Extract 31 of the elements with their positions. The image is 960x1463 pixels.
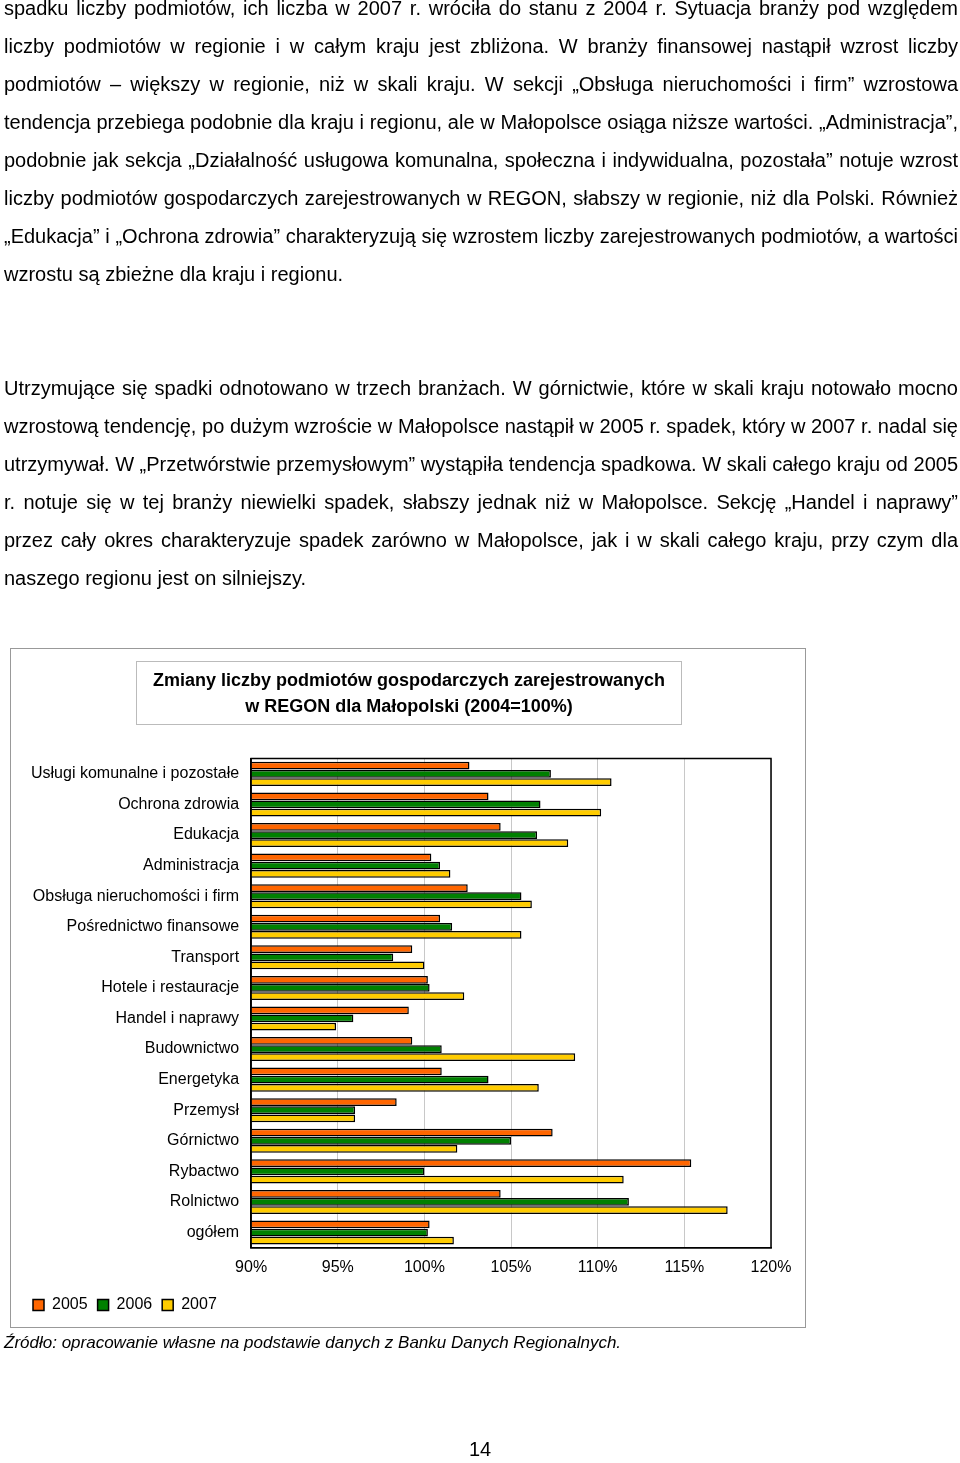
text: 14: [467, 1438, 493, 1461]
text: Źródło: opracowanie własne na podstawie danych z Banku Danych Regionalnych.: [4, 1333, 622, 1353]
x-tick-label: 90%: [235, 1257, 268, 1275]
legend-label: 2007: [181, 1295, 217, 1313]
y-tick-label: Usługi komunalne i pozostałe: [30, 764, 240, 782]
y-tick-label: Górnictwo: [167, 1131, 240, 1149]
x-tick-label: 105%: [490, 1257, 532, 1275]
legend-label: 2006: [116, 1295, 153, 1313]
y-tick-label: Handel i naprawy: [115, 1008, 240, 1026]
y-tick-label: Transport: [171, 947, 240, 965]
y-tick-label: Energetyka: [158, 1070, 240, 1088]
x-tick-label: 100%: [403, 1257, 445, 1275]
chart-title: Zmiany liczby podmiotów gospodarczych zarejestrowanych w REGON dla Małopolski (2004=100%): [136, 661, 682, 725]
y-tick-label: ogółem: [186, 1222, 240, 1240]
y-tick-label: Obsługa nieruchomości i firm: [32, 886, 240, 904]
y-tick-label: Administracja: [143, 856, 240, 874]
y-tick-label: Rolnictwo: [169, 1192, 240, 1210]
y-tick-label: Hotele i restauracje: [101, 978, 240, 996]
x-tick-label: 95%: [321, 1257, 354, 1275]
text: spadku liczby podmiotów, ich liczba w 2007 r. wróciła do stanu z 2004 r. Sytuacja branży pod względem liczby podmiotów w regionie i w całym kraju jest zbliżona. W branży finansowej nastąpił wzrost liczby podmiotów – większy w regionie, niż w skali kraju. W sekcji „Obsługa nieruchomości i firm” wzrostowa tendencja przebiega podobnie dla kraju i regionu, ale w Małopolsce osiąga niższe wartości. „Administracja”, podobnie jak sekcja „Działalność usługowa komunalna, społeczna i indywidualna, pozostała” notuje wzrost liczby podmiotów gospodarczych zarejestrowanych w REGON, słabszy w regionie, niż dla Polski. Również „Edukacja” i „Ochrona zdrowia” charakteryzują się wzrostem liczby zarejestrowanych podmiotów, a wartości wzrostu są zbieżne dla kraju i regionu.: [4, 0, 958, 287]
x-tick-label: 120%: [750, 1257, 792, 1275]
y-tick-label: Przemysł: [173, 1100, 240, 1118]
text: Utrzymujące się spadki odnotowano w trzech branżach. W górnictwie, które w skali kraju notowało mocno wzrostową tendencję, po dużym wzroście w Małopolsce nastąpił w 2005 r. spadek, który w 2007 r. nadal się utrzymywał. W „Przetwórstwie przemysłowym” wystąpiła tendencja spadkowa. W skali całego kraju od 2005 r. notuje się w tej branży niewielki spadek, słabszy jednak niż w Małopolsce. Sekcję „Handel i naprawy” przez cały okres charakteryzuje spadek zarówno w Małopolsce, jak i w skali całego kraju, przy czym dla naszego regionu jest on silniejszy.: [4, 376, 958, 591]
y-tick-label: Budownictwo: [144, 1039, 240, 1057]
y-tick-label: Edukacja: [173, 825, 240, 843]
legend-label: 2005: [52, 1295, 88, 1313]
y-tick-label: Pośrednictwo finansowe: [66, 917, 240, 935]
y-tick-label: Rybactwo: [168, 1161, 240, 1179]
x-tick-label: 115%: [664, 1257, 705, 1275]
x-tick-label: 110%: [577, 1257, 618, 1275]
y-tick-label: Ochrona zdrowia: [118, 794, 240, 812]
